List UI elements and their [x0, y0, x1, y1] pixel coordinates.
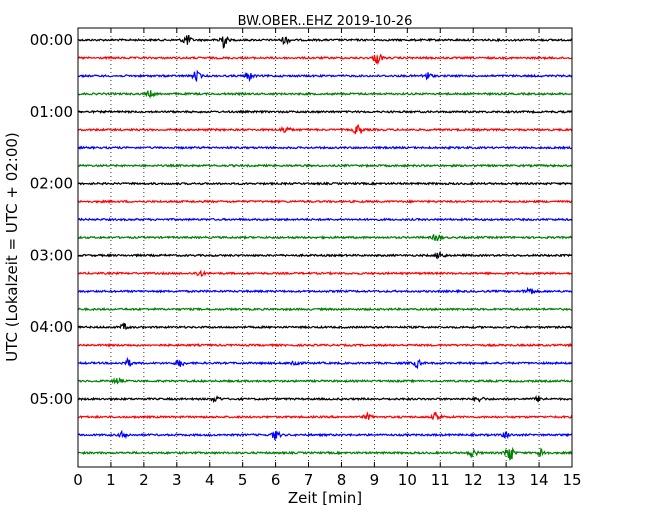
trace-row [77, 411, 573, 421]
plot-frame [77, 27, 573, 468]
trace-row [77, 34, 573, 49]
trace-row [77, 394, 573, 404]
x-tick-label: 9 [370, 471, 380, 489]
trace-row [77, 286, 573, 295]
y-axis-title: UTC (Lokalzeit = UTC + 02:00) [3, 132, 21, 362]
trace-row [77, 163, 573, 169]
x-tick-label: 6 [271, 471, 281, 489]
trace-row [77, 250, 573, 260]
trace-row [77, 181, 573, 186]
x-tick-label: 12 [464, 471, 483, 489]
x-axis: 0 1 2 3 4 5 6 7 8 9 10 11 12 13 14 15 [73, 28, 582, 489]
trace-row [77, 124, 573, 135]
y-tick-label: 04:00 [30, 318, 73, 336]
trace-row [77, 429, 573, 441]
trace-row [77, 53, 573, 66]
y-tick-label: 05:00 [30, 390, 73, 408]
x-tick-label: 11 [431, 471, 450, 489]
trace-row [77, 217, 573, 222]
y-tick-label: 00:00 [30, 31, 73, 49]
x-tick-label: 4 [205, 471, 215, 489]
x-tick-label: 8 [337, 471, 347, 489]
x-tick-label: 0 [73, 471, 83, 489]
y-tick-label: 02:00 [30, 175, 73, 193]
trace-row [77, 89, 573, 99]
trace-row [77, 199, 573, 204]
y-tick-label: 03:00 [30, 246, 73, 264]
trace-row [77, 356, 573, 370]
trace-row [77, 342, 573, 348]
trace-row [77, 69, 573, 83]
x-tick-label: 5 [238, 471, 248, 489]
y-tick-label: 01:00 [30, 103, 73, 121]
x-tick-label: 14 [530, 471, 549, 489]
trace-group [77, 34, 573, 461]
chart-title: BW.OBER..EHZ 2019-10-26 [238, 14, 413, 29]
trace-row [77, 233, 573, 242]
trace-row [77, 306, 573, 312]
trace-row [77, 109, 573, 115]
x-tick-label: 10 [398, 471, 417, 489]
trace-row [77, 269, 573, 277]
trace-row [77, 446, 573, 461]
x-tick-label: 1 [106, 471, 116, 489]
x-axis-title: Zeit [min] [288, 489, 362, 507]
trace-row [77, 322, 573, 330]
x-tick-label: 3 [172, 471, 182, 489]
x-tick-label: 15 [562, 471, 581, 489]
trace-row [77, 145, 573, 151]
trace-row [77, 377, 573, 385]
y-axis: 00:00 01:00 02:00 03:00 04:00 05:00 [30, 31, 572, 408]
x-tick-label: 2 [139, 471, 149, 489]
x-tick-label: 7 [304, 471, 314, 489]
x-tick-label: 13 [497, 471, 516, 489]
